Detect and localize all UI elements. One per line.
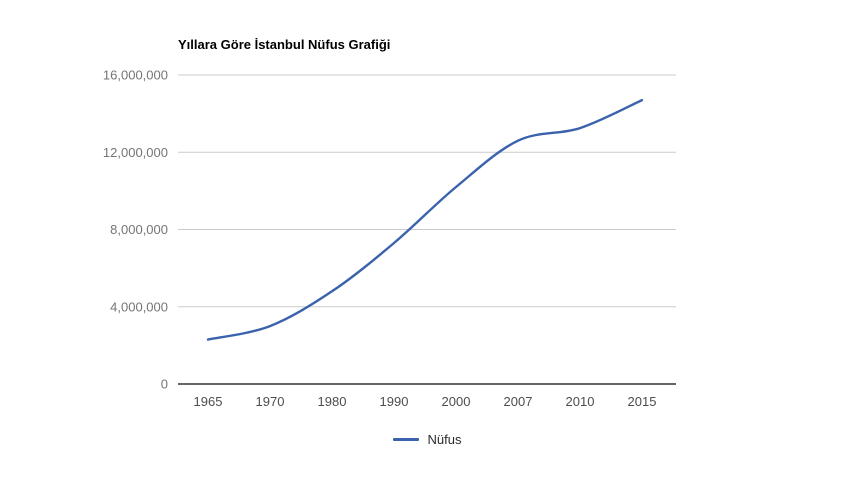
- x-axis-tick-label: 2010: [566, 394, 595, 409]
- legend: Nüfus: [178, 432, 676, 447]
- x-axis-tick-label: 2007: [504, 394, 533, 409]
- x-axis-tick-label: 2015: [628, 394, 657, 409]
- x-axis-tick-label: 1970: [256, 394, 285, 409]
- legend-item-nufus[interactable]: Nüfus: [392, 432, 462, 447]
- x-axis-tick-label: 1980: [318, 394, 347, 409]
- y-axis-tick-label: 0: [161, 377, 168, 392]
- y-axis-tick-label: 8,000,000: [110, 222, 168, 237]
- y-axis-tick-label: 16,000,000: [103, 68, 168, 83]
- legend-line-swatch: [392, 438, 419, 441]
- chart-title: Yıllara Göre İstanbul Nüfus Grafiği: [178, 37, 391, 52]
- x-axis-tick-label: 1965: [194, 394, 223, 409]
- legend-label: Nüfus: [427, 432, 462, 447]
- x-axis-tick-label: 2000: [442, 394, 471, 409]
- y-axis-tick-label: 4,000,000: [110, 299, 168, 314]
- y-axis-tick-label: 12,000,000: [103, 145, 168, 160]
- series-line-nüfus[interactable]: [206, 98, 644, 341]
- x-axis-tick-label: 1990: [380, 394, 409, 409]
